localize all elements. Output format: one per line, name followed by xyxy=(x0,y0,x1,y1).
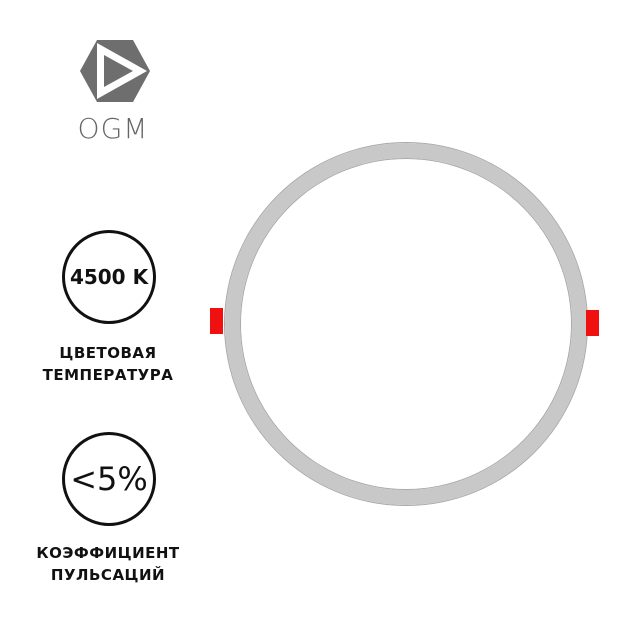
brand-name: OGM xyxy=(77,112,149,145)
mounting-clip-right xyxy=(586,310,599,336)
ogm-logo-icon xyxy=(80,40,150,102)
caption-line: КОЭФФИЦИЕНТ xyxy=(36,544,180,562)
caption-line: ПУЛЬСАЦИЙ xyxy=(50,566,166,584)
caption-line: ЦВЕТОВАЯ xyxy=(59,344,157,362)
color-temperature-badge: 4500 K xyxy=(62,230,156,324)
led-panel-ring xyxy=(225,143,587,505)
caption-line: ТЕМПЕРАТУРА xyxy=(42,366,174,384)
mounting-clip-left xyxy=(210,308,223,334)
color-temperature-caption: ЦВЕТОВАЯ ТЕМПЕРАТУРА xyxy=(10,342,206,386)
pulsation-caption: КОЭФФИЦИЕНТ ПУЛЬСАЦИЙ xyxy=(10,542,206,586)
pulsation-badge: <5% xyxy=(62,432,156,526)
